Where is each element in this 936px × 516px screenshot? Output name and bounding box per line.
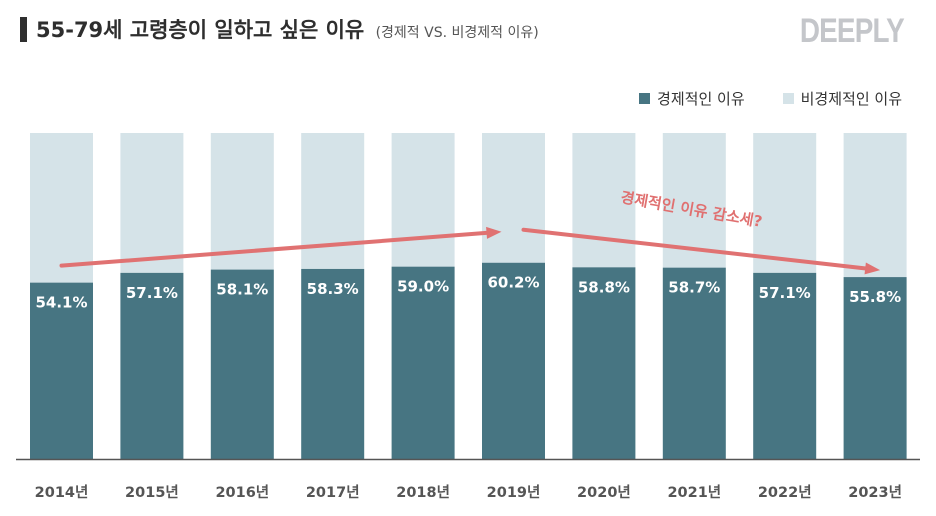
chart-subtitle: (경제적 VS. 비경제적 이유) [375, 25, 539, 41]
value-label: 58.8% [578, 278, 630, 296]
value-label: 54.1% [35, 294, 87, 312]
bar-economic [753, 272, 817, 459]
bar-non-economic [843, 133, 907, 278]
title-accent-bar [20, 17, 27, 42]
x-tick-label: 2023년 [848, 484, 902, 501]
bar-economic [843, 277, 907, 459]
trend-arrow-line [59, 230, 492, 268]
x-tick-labels: 2014년 2015년 2016년 2017년 2018년 2019년 2020년 2021년… [35, 484, 902, 501]
x-tick-label: 2019년 [487, 484, 541, 501]
value-label: 55.8% [849, 288, 901, 306]
legend-item-non-economic: 비경제적인 이유 [782, 88, 902, 109]
bar-non-economic [572, 133, 636, 268]
bar-economic [572, 267, 636, 459]
value-label: 60.2% [487, 274, 539, 292]
trend-arrow-line [521, 227, 871, 271]
value-label: 59.0% [397, 278, 449, 296]
bars-group [30, 133, 907, 459]
bar-economic [482, 262, 545, 459]
legend-swatch-non-economic [782, 93, 794, 104]
bar-non-economic [391, 133, 455, 267]
chart-legend: 경제적인 이유 비경제적인 이유 [639, 88, 902, 109]
bar-non-economic [301, 133, 365, 269]
x-tick-label: 2018년 [396, 484, 450, 501]
bar-non-economic [753, 133, 817, 273]
chart-title: 55-79세 고령층이 일하고 싶은 이유 (경제적 VS. 비경제적 이유) [36, 14, 539, 44]
x-tick-label: 2021년 [667, 484, 721, 501]
legend-label-economic: 경제적인 이유 [657, 90, 745, 108]
value-labels: 54.1% 57.1% 58.1% 58.3% 59.0% 60.2% 58.8% 58.7%… [35, 274, 901, 312]
x-tick-label: 2016년 [215, 484, 269, 501]
legend-swatch-economic [639, 93, 651, 104]
x-tick-label: 2022년 [758, 484, 812, 501]
bar-non-economic [30, 133, 93, 283]
bar-economic [391, 266, 455, 459]
x-tick-label: 2015년 [125, 484, 179, 501]
value-label: 58.7% [668, 279, 720, 297]
x-tick-label: 2014년 [35, 484, 89, 501]
bar-economic [662, 267, 726, 459]
chart-title-text: 55-79세 고령층이 일하고 싶은 이유 [36, 18, 365, 42]
bar-economic [30, 282, 93, 459]
x-tick-label: 2020년 [577, 484, 631, 501]
value-label: 58.3% [307, 280, 359, 298]
bar-economic [301, 268, 365, 459]
trend-arrow-head [486, 226, 502, 239]
value-label: 57.1% [126, 284, 178, 302]
legend-item-economic: 경제적인 이유 [639, 88, 745, 109]
trend-arrows [59, 226, 881, 275]
value-label: 57.1% [759, 284, 811, 302]
x-tick-label: 2017년 [306, 484, 360, 501]
bar-non-economic [120, 133, 184, 273]
bar-non-economic [210, 133, 274, 270]
bar-economic [120, 272, 184, 459]
value-label: 58.1% [216, 281, 268, 299]
brand-logo: DEEPLY [799, 12, 905, 50]
bar-non-economic [482, 133, 545, 263]
legend-label-non-economic: 비경제적인 이유 [800, 90, 902, 108]
bar-economic [210, 269, 274, 459]
trend-arrow-head [864, 262, 881, 275]
